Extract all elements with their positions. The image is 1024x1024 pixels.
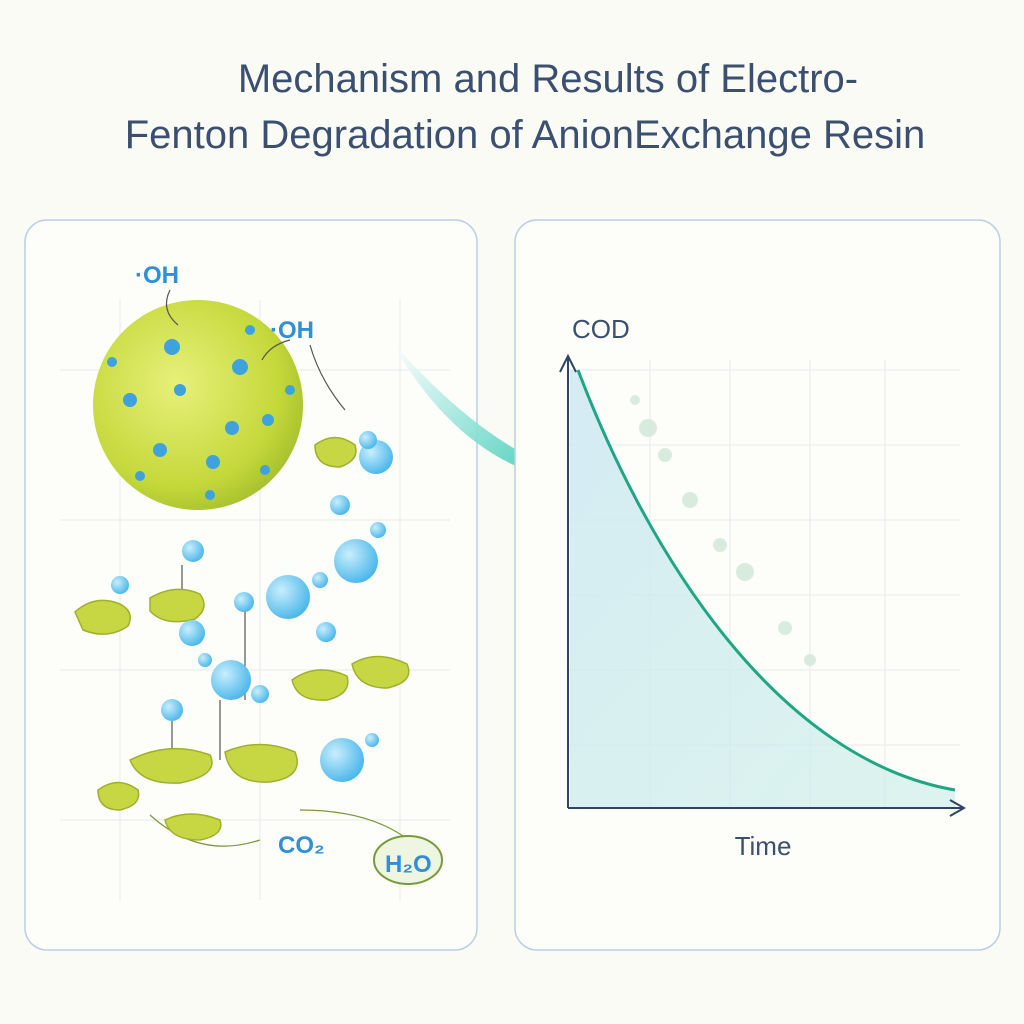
y-axis-label: COD (572, 314, 630, 344)
resin-fragments (74, 436, 410, 841)
decay-particles (630, 395, 816, 666)
decline-area (570, 370, 955, 808)
title-line: Mechanism and Results of Electro- (238, 57, 858, 101)
molecules (111, 431, 393, 782)
radical-label: ·OH (135, 262, 179, 289)
cod-curve (576, 369, 956, 792)
product-label: H₂O (385, 851, 432, 878)
x-axis-label: Time (735, 831, 792, 861)
product-label: CO₂ (278, 832, 325, 859)
resin-sphere (93, 300, 303, 510)
radical-label: ·OH (270, 317, 314, 344)
product-bubble (373, 835, 443, 885)
title-line: Fenton Degradation of AnionExchange Resi… (125, 113, 926, 157)
axes (559, 353, 967, 817)
